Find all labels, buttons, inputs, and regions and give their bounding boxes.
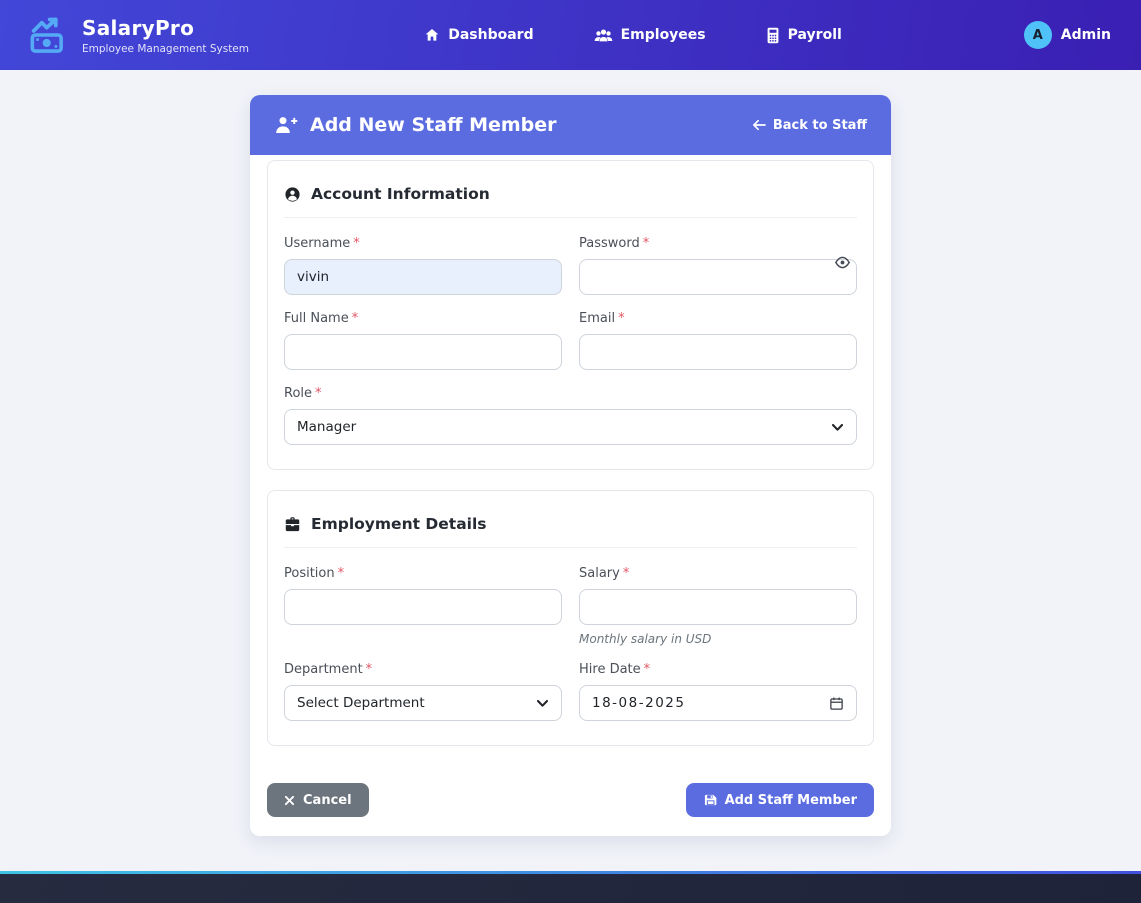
- user-circle-icon: [284, 186, 301, 203]
- page-footer: [0, 874, 1141, 903]
- salary-field-group: Salary * Monthly salary in USD: [579, 566, 857, 646]
- user-plus-icon: [274, 115, 298, 135]
- department-select[interactable]: Select Department: [284, 685, 562, 721]
- username-field-group: Username *: [284, 236, 562, 295]
- full-name-label: Full Name *: [284, 311, 359, 326]
- position-field-group: Position *: [284, 566, 562, 646]
- position-label: Position *: [284, 566, 345, 581]
- required-marker: *: [351, 311, 359, 326]
- salary-hint: Monthly salary in USD: [579, 632, 712, 646]
- user-name: Admin: [1060, 27, 1111, 43]
- nav-item-label: Employees: [620, 27, 706, 43]
- add-staff-member-button[interactable]: Add Staff Member: [685, 783, 874, 817]
- money-trend-logo-icon: [30, 17, 70, 53]
- add-staff-card: Add New Staff Member Back to Staff: [250, 95, 891, 836]
- users-icon: [594, 27, 613, 43]
- password-label: Password *: [579, 236, 650, 251]
- section-title: Account Information: [311, 185, 490, 203]
- back-link-label: Back to Staff: [772, 117, 867, 133]
- brand[interactable]: SalaryPro Employee Management System: [30, 16, 265, 55]
- brand-tagline: Employee Management System: [82, 42, 250, 55]
- hire-date-value: 18-08-2025: [592, 695, 686, 711]
- nav-item-employees[interactable]: Employees: [584, 19, 716, 52]
- role-selected-value: Manager: [297, 419, 357, 435]
- department-selected-value: Select Department: [297, 695, 425, 711]
- account-information-section: Account Information Username* Password*: [267, 160, 874, 470]
- password-input[interactable]: [579, 259, 857, 295]
- briefcase-icon: [284, 516, 301, 532]
- department-field-group: Department * Select Department: [284, 662, 562, 721]
- employment-details-section: Employment Details Position * Salary *: [267, 490, 874, 746]
- back-to-staff-link[interactable]: Back to Staff: [752, 118, 867, 133]
- nav-item-label: Payroll: [787, 27, 842, 43]
- role-select[interactable]: Manager: [284, 409, 857, 445]
- page-title: Add New Staff Member: [310, 114, 557, 136]
- cancel-button-label: Cancel: [303, 792, 352, 808]
- hire-date-label: Hire Date *: [579, 662, 651, 677]
- home-icon: [424, 27, 440, 43]
- password-wrap: [579, 256, 857, 295]
- hire-date-field-group: Hire Date * 18-08-2025: [579, 662, 857, 721]
- required-marker: *: [643, 662, 651, 677]
- save-icon: [703, 793, 717, 807]
- footer-accent-line: [0, 871, 1141, 874]
- page-content: Add New Staff Member Back to Staff: [0, 70, 1141, 871]
- arrow-left-icon: [752, 119, 766, 131]
- section-title: Employment Details: [311, 515, 487, 533]
- chevron-down-icon: [536, 699, 549, 708]
- required-marker: *: [618, 311, 625, 326]
- department-label: Department *: [284, 662, 373, 677]
- role-field-group: Role * Manager: [284, 386, 857, 445]
- username-label: Username *: [284, 236, 360, 251]
- salary-input[interactable]: [579, 589, 857, 625]
- password-field-group: Password *: [579, 236, 857, 295]
- chevron-down-icon: [831, 423, 844, 432]
- user-menu[interactable]: A Admin: [1001, 21, 1111, 49]
- salary-label: Salary *: [579, 566, 630, 581]
- avatar: A: [1023, 21, 1052, 49]
- required-marker: *: [337, 566, 345, 581]
- username-input[interactable]: [284, 259, 562, 295]
- main-nav: Dashboard Employees: [265, 19, 1001, 52]
- required-marker: *: [622, 566, 630, 581]
- cancel-button[interactable]: Cancel: [267, 783, 369, 817]
- card-body: Account Information Username* Password*: [250, 155, 891, 836]
- full-name-input[interactable]: [284, 334, 562, 370]
- eye-icon: [834, 255, 851, 270]
- role-label: Role *: [284, 386, 322, 401]
- email-input[interactable]: [579, 334, 857, 370]
- toggle-password-visibility-button[interactable]: [833, 253, 851, 271]
- card-title: Add New Staff Member: [274, 114, 557, 136]
- nav-item-payroll[interactable]: Payroll: [756, 19, 852, 52]
- section-head-account: Account Information: [284, 177, 857, 218]
- required-marker: *: [353, 236, 360, 251]
- calendar-icon[interactable]: [829, 696, 844, 711]
- calculator-icon: [766, 27, 780, 44]
- required-marker: *: [642, 236, 650, 251]
- section-head-employment: Employment Details: [284, 507, 857, 548]
- required-marker: *: [365, 662, 373, 677]
- brand-name: SalaryPro: [82, 15, 195, 40]
- email-label: Email *: [579, 311, 625, 326]
- close-icon: [284, 795, 295, 806]
- nav-item-label: Dashboard: [448, 27, 534, 43]
- account-grid: Username* Password*: [284, 236, 857, 445]
- full-name-field-group: Full Name *: [284, 311, 562, 370]
- required-marker: *: [315, 386, 322, 401]
- employment-grid: Position * Salary * Monthly salary in USD: [284, 566, 857, 721]
- hire-date-input[interactable]: 18-08-2025: [579, 685, 857, 721]
- email-field-group: Email *: [579, 311, 857, 370]
- form-actions: Cancel Add Staff Member: [267, 783, 874, 817]
- top-navbar: SalaryPro Employee Management System Das…: [0, 0, 1141, 70]
- nav-item-dashboard[interactable]: Dashboard: [414, 19, 543, 52]
- position-input[interactable]: [284, 589, 562, 625]
- card-header: Add New Staff Member Back to Staff: [250, 95, 891, 155]
- add-staff-member-button-label: Add Staff Member: [724, 792, 857, 808]
